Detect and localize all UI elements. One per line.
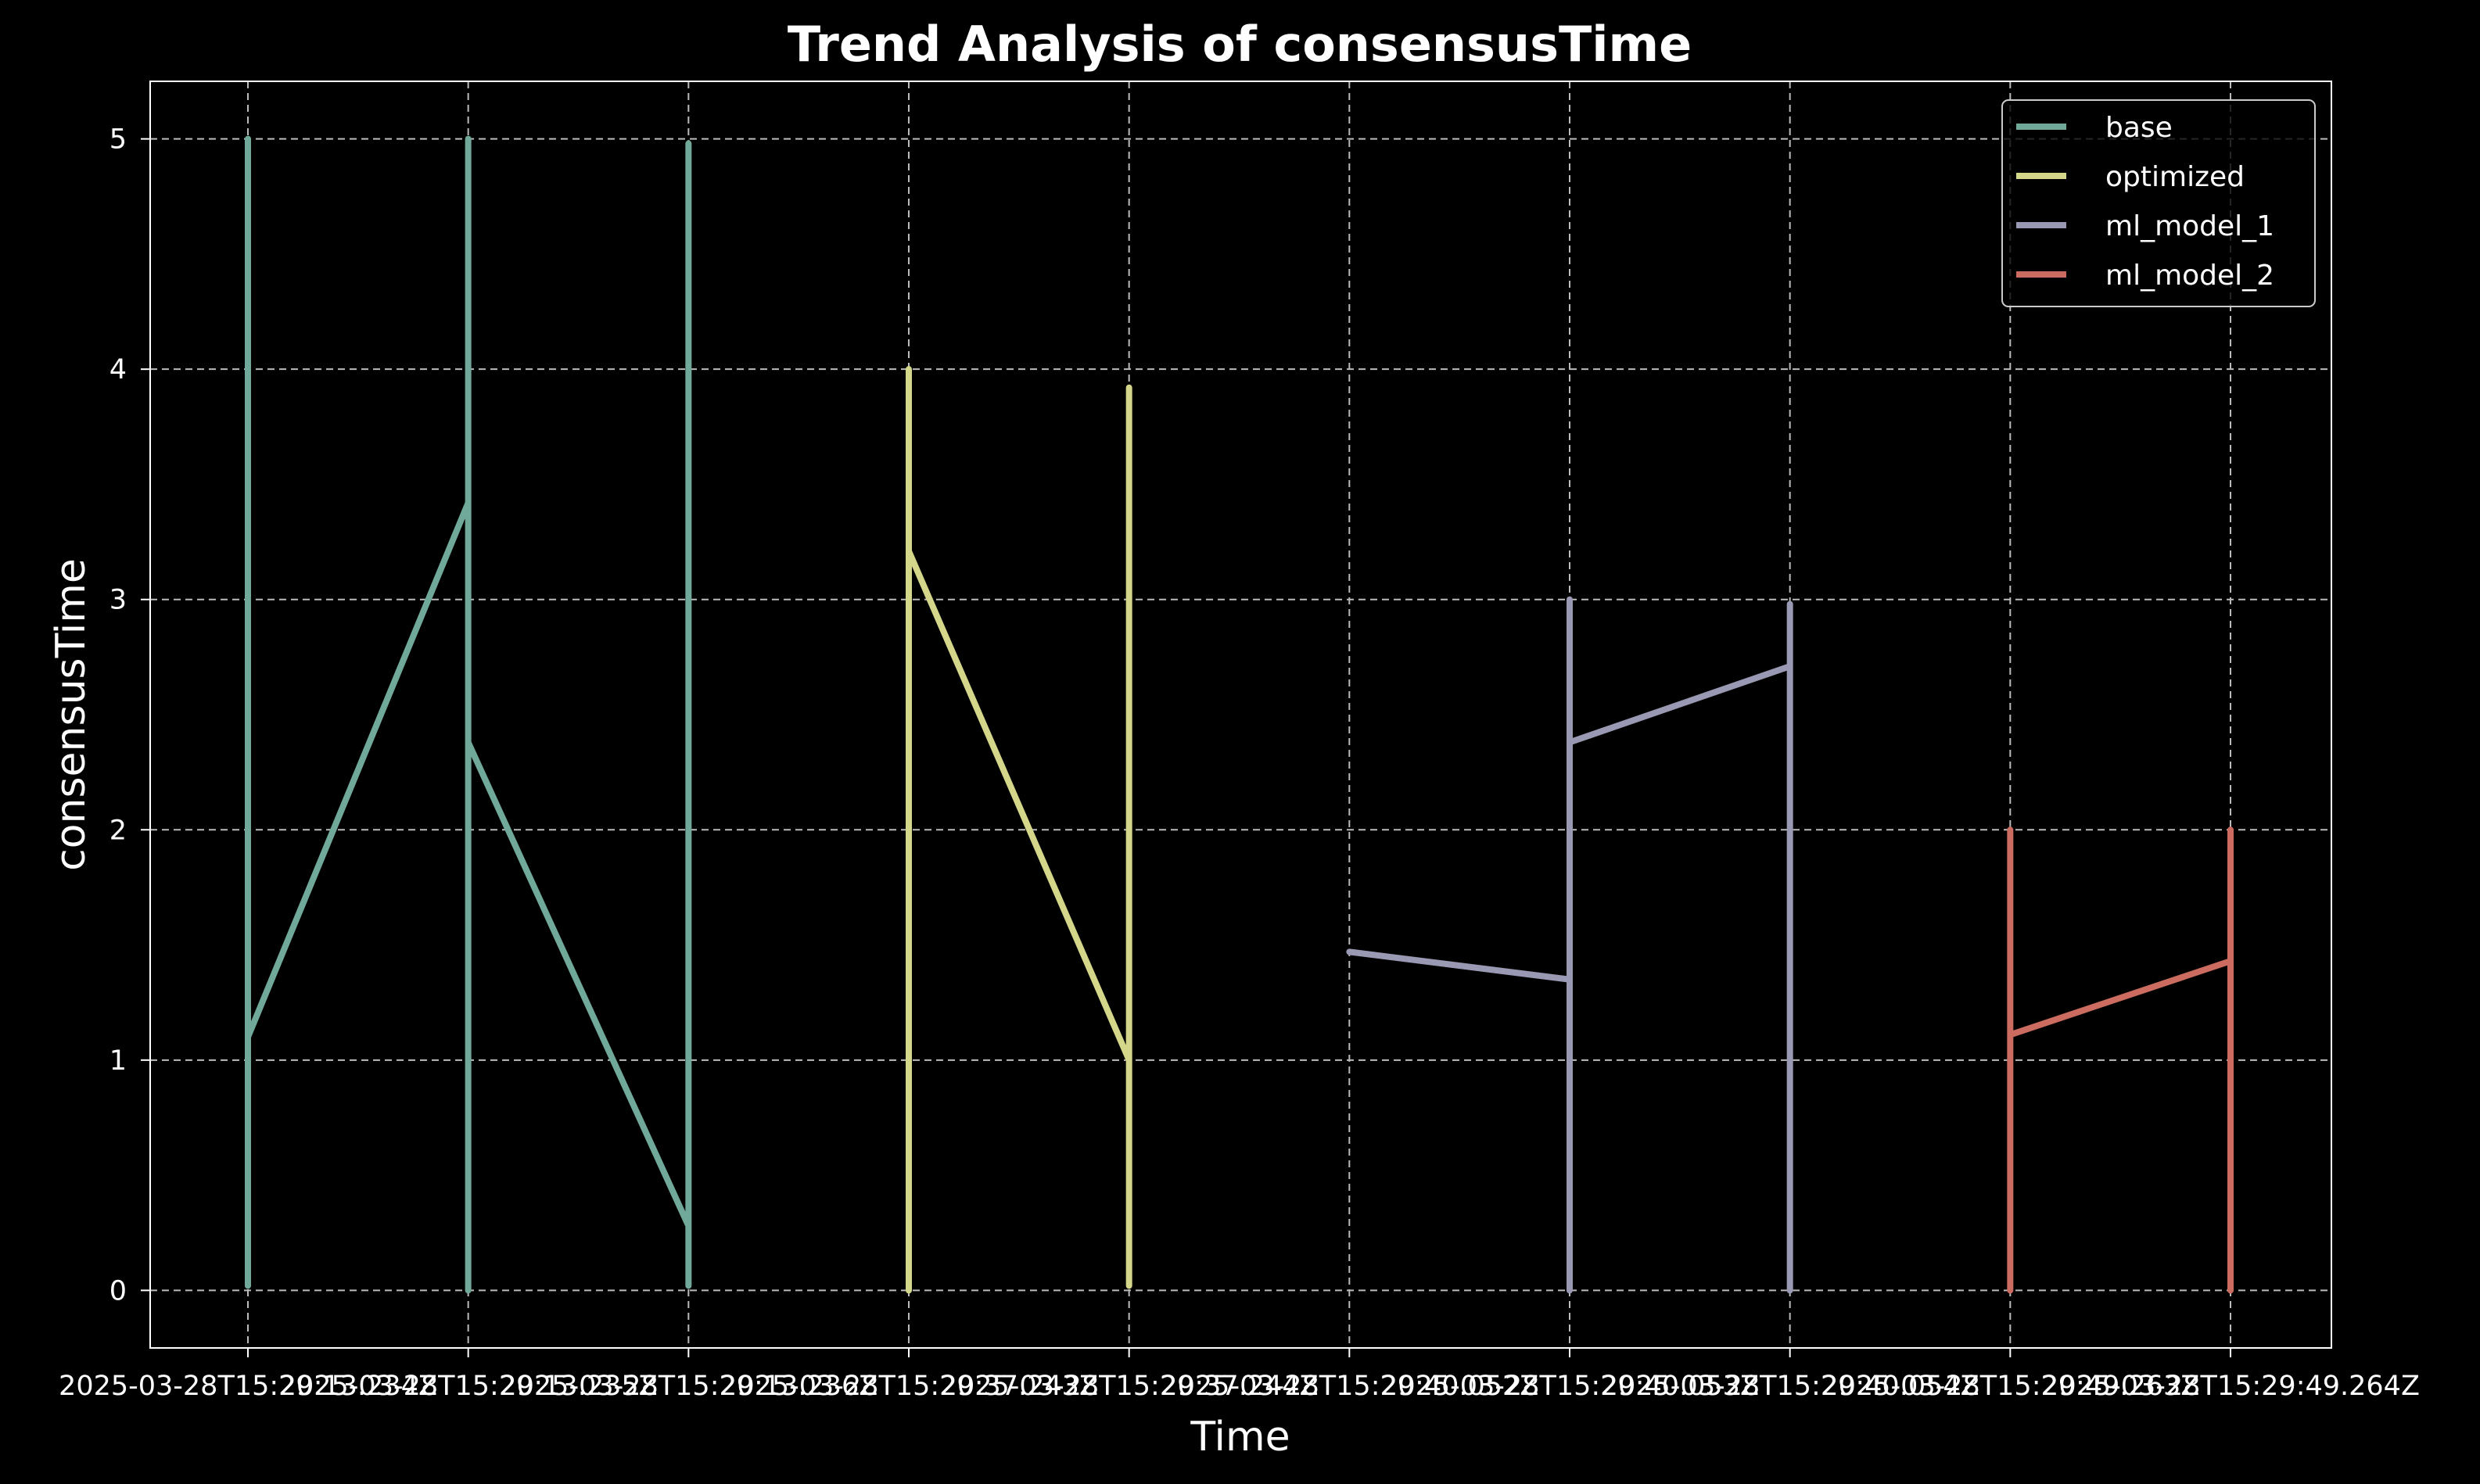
chart-title: Trend Analysis of consensusTime — [788, 16, 1692, 73]
x-tick-label: 2025-03-28T15:29:40.052Z — [1160, 1371, 1538, 1402]
legend-label-ml_model_2: ml_model_2 — [2105, 260, 2274, 292]
x-axis-ticks: 2025-03-28T15:29:13.234Z2025-03-28T15:29… — [59, 1348, 2420, 1402]
legend-box — [2001, 99, 2316, 307]
y-tick-label: 0 — [109, 1275, 127, 1307]
y-axis-title: consensusTime — [48, 558, 95, 871]
data-point — [686, 141, 691, 146]
x-tick-label: 2025-03-28T15:29:49.263Z — [1821, 1371, 2199, 1402]
x-axis-title: Time — [1190, 1414, 1290, 1461]
data-point — [2228, 1288, 2233, 1293]
data-point — [1787, 1288, 1793, 1293]
data-point — [1126, 385, 1132, 390]
x-tick-label: 2025-03-28T15:29:37.243Z — [720, 1371, 1098, 1402]
series-layer — [245, 135, 2234, 1294]
data-point — [1126, 1057, 1132, 1063]
series-ml_model_1 — [1346, 596, 1793, 1294]
data-point — [686, 1283, 691, 1289]
legend-label-base: base — [2105, 112, 2173, 144]
data-point — [2008, 1032, 2013, 1038]
y-tick-label: 1 — [109, 1045, 127, 1077]
data-point — [465, 500, 471, 506]
data-point — [906, 548, 911, 554]
data-point — [465, 740, 471, 745]
series-line-ml_model_2 — [2007, 826, 2234, 1294]
data-point — [2008, 827, 2013, 833]
series-ml_model_2 — [2007, 826, 2234, 1294]
series-optimized — [906, 366, 1132, 1294]
x-tick-label: 2025-03-28T15:29:13.236Z — [499, 1371, 878, 1402]
data-point — [1787, 664, 1793, 669]
data-point — [2008, 1288, 2013, 1293]
data-point — [906, 1288, 911, 1293]
data-point — [686, 1223, 691, 1228]
data-point — [1787, 601, 1793, 607]
y-axis-ticks: 0 1 2 3 4 5 — [109, 124, 150, 1307]
x-tick-label: 2025-03-28T15:29:40.053Z — [1380, 1371, 1759, 1402]
data-point — [1567, 977, 1572, 982]
data-point — [1126, 1283, 1132, 1289]
legend-label-ml_model_1: ml_model_1 — [2105, 210, 2274, 242]
data-point — [1347, 949, 1352, 955]
data-point — [1567, 740, 1572, 745]
y-tick-label: 2 — [109, 815, 127, 846]
x-tick-label: 2025-03-28T15:29:13.235Z — [279, 1371, 658, 1402]
x-tick-label: 2025-03-28T15:29:13.234Z — [59, 1371, 437, 1402]
y-tick-label: 3 — [109, 585, 127, 616]
plot-frame — [149, 81, 2332, 1349]
data-point — [906, 367, 911, 372]
data-point — [465, 136, 471, 142]
data-point — [246, 1283, 250, 1289]
series-line-optimized — [906, 366, 1132, 1294]
x-tick-label: 2025-03-28T15:29:40.054Z — [1601, 1371, 1979, 1402]
data-point — [246, 1034, 250, 1040]
y-tick-label: 5 — [109, 124, 127, 156]
y-tick-label: 4 — [109, 354, 127, 385]
data-point — [1567, 1288, 1572, 1293]
x-tick-label: 2025-03-28T15:29:37.244Z — [940, 1371, 1319, 1402]
data-point — [465, 1288, 471, 1293]
x-tick-label: 2025-03-28T15:29:49.264Z — [2041, 1371, 2420, 1402]
series-line-ml_model_1 — [1346, 596, 1793, 1294]
data-point — [246, 136, 250, 142]
legend-label-optimized: optimized — [2105, 161, 2245, 193]
series-line-base — [245, 135, 692, 1294]
data-point — [2228, 827, 2233, 833]
data-point — [2228, 959, 2233, 964]
legend-items: base optimized ml_model_1 ml_model_2 — [2016, 112, 2274, 292]
series-base — [245, 135, 692, 1294]
data-point — [1567, 597, 1572, 602]
legend: base optimized ml_model_1 ml_model_2 — [2001, 99, 2316, 307]
